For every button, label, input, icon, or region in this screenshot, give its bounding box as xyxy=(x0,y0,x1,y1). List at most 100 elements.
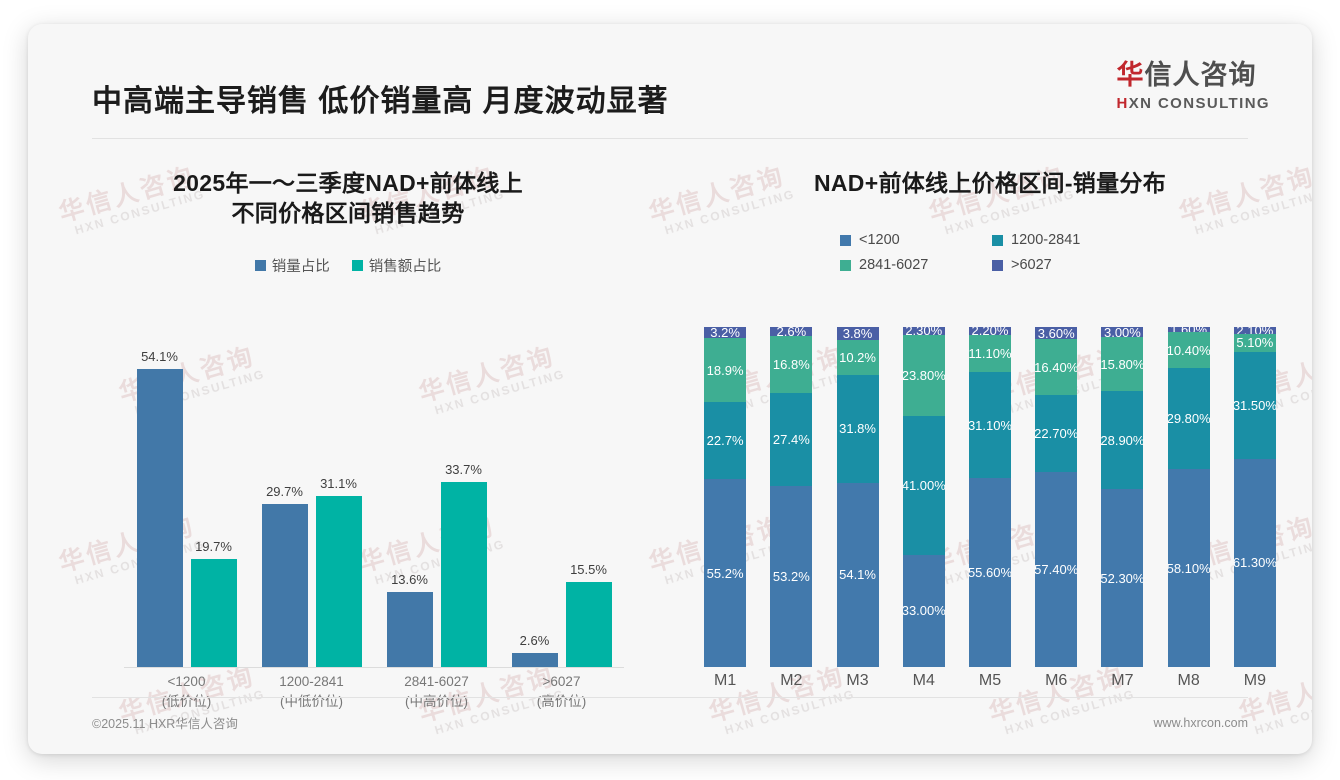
bar-column[interactable]: 2.6% xyxy=(511,337,558,667)
bar-value-label: 19.7% xyxy=(195,538,232,554)
stack-segment-label: 23.80% xyxy=(902,367,945,383)
legend-swatch-icon xyxy=(840,259,851,271)
stack-segment[interactable]: 16.40% xyxy=(1035,339,1078,395)
stack-segment[interactable]: 33.00% xyxy=(902,554,945,667)
legend-item-2[interactable]: 2841-6027 xyxy=(840,257,992,273)
stack-segment[interactable]: 54.1% xyxy=(836,482,879,667)
stack-segment[interactable]: 10.2% xyxy=(836,339,879,375)
bar-column[interactable]: 33.7% xyxy=(440,337,487,667)
legend-swatch-icon xyxy=(992,234,1003,246)
stack-segment[interactable]: 27.4% xyxy=(770,392,813,487)
stacked-bar[interactable]: 57.40% 22.70% 16.40% 3.60% xyxy=(1035,327,1078,667)
bar-column[interactable]: 19.7% xyxy=(190,337,237,667)
stacked-bar[interactable]: 54.1% 31.8% 10.2% 3.8% xyxy=(836,327,879,667)
bar-column[interactable]: 31.1% xyxy=(315,337,362,667)
stack-segment[interactable]: 58.10% xyxy=(1167,469,1210,667)
stack-segment[interactable]: 2.30% xyxy=(902,327,945,335)
left-chart-title: 2025年一～三季度NAD+前体线上 不同价格区间销售趋势 xyxy=(28,146,668,229)
stack-column: 52.30% 28.90% 15.80% 3.00% xyxy=(1089,327,1155,667)
stack-segment[interactable]: 23.80% xyxy=(902,334,945,416)
stack-segment[interactable]: 10.40% xyxy=(1167,332,1210,368)
bar-rect[interactable] xyxy=(565,581,612,667)
right-chart-title: NAD+前体线上价格区间-销量分布 xyxy=(813,170,1167,196)
stacked-bar[interactable]: 52.30% 28.90% 15.80% 3.00% xyxy=(1101,327,1144,667)
stack-segment-label: 16.8% xyxy=(772,356,810,372)
legend-label: 2841-6027 xyxy=(859,257,929,274)
stack-segment[interactable]: 3.60% xyxy=(1035,327,1078,340)
stack-segment[interactable]: 53.2% xyxy=(770,486,813,667)
legend-item-1[interactable]: 1200-2841 xyxy=(992,232,1144,248)
stack-segment-label: 3.8% xyxy=(842,327,873,340)
legend-item-3[interactable]: >6027 xyxy=(992,257,1144,273)
stacked-bar[interactable]: 33.00% 41.00% 23.80% 2.30% xyxy=(902,327,945,667)
bar-rect[interactable] xyxy=(261,503,308,667)
bar-column[interactable]: 54.1% xyxy=(136,337,183,667)
stacked-bar[interactable]: 55.2% 22.7% 18.9% 3.2% xyxy=(704,327,747,667)
stack-segment[interactable]: 3.00% xyxy=(1101,327,1144,338)
legend-item-0[interactable]: 销量占比 xyxy=(254,255,330,276)
stacked-bar[interactable]: 55.60% 31.10% 11.10% 2.20% xyxy=(968,327,1011,667)
stack-segment[interactable]: 29.80% xyxy=(1167,367,1210,470)
stack-segment[interactable]: 3.2% xyxy=(704,327,747,338)
x-axis-label: 2841-6027 (中高价位) xyxy=(374,672,499,713)
stack-segment[interactable]: 2.10% xyxy=(1233,327,1276,335)
bar-column[interactable]: 29.7% xyxy=(261,337,308,667)
stack-segment[interactable]: 41.00% xyxy=(902,415,945,555)
stack-segment-label: 18.9% xyxy=(706,362,744,378)
brand-logo-chinese: 华信人咨询 xyxy=(1117,62,1271,89)
bar-group: 54.1% 19.7% xyxy=(124,337,249,667)
bar-rect[interactable] xyxy=(440,481,487,667)
stack-segment-label: 22.7% xyxy=(706,433,744,449)
stack-segment-label: 33.00% xyxy=(902,603,945,619)
legend-item-0[interactable]: <1200 xyxy=(840,232,992,248)
bar-rect[interactable] xyxy=(511,652,558,667)
stack-segment-label: 31.10% xyxy=(968,417,1011,433)
stack-segment-label: 55.60% xyxy=(968,564,1011,580)
stack-segment[interactable]: 5.10% xyxy=(1233,334,1276,352)
bar-value-label: 31.1% xyxy=(320,475,357,491)
stack-segment[interactable]: 57.40% xyxy=(1035,472,1078,667)
stack-segment[interactable]: 61.30% xyxy=(1233,458,1276,667)
stacked-bar[interactable]: 53.2% 27.4% 16.8% 2.6% xyxy=(770,327,813,667)
stack-segment[interactable]: 55.60% xyxy=(968,477,1011,667)
stack-segment-label: 58.10% xyxy=(1167,560,1210,576)
stack-segment[interactable]: 3.8% xyxy=(836,327,879,340)
stack-segment-label: 22.70% xyxy=(1035,426,1078,441)
stack-segment[interactable]: 16.8% xyxy=(770,335,813,393)
bar-rect[interactable] xyxy=(136,369,183,667)
stack-segment[interactable]: 11.10% xyxy=(968,334,1011,373)
bar-value-label: 15.5% xyxy=(570,561,607,577)
brand-logo: 华信人咨询 HXN CONSULTING xyxy=(1117,62,1271,112)
bar-rect[interactable] xyxy=(315,495,362,667)
x-axis-label-secondary: (低价位) xyxy=(161,694,212,710)
stack-segment[interactable]: 31.8% xyxy=(836,374,879,483)
stack-segment[interactable]: 55.2% xyxy=(704,479,747,667)
stack-segment[interactable]: 22.7% xyxy=(704,402,747,480)
stack-segment[interactable]: 52.30% xyxy=(1101,489,1144,667)
x-axis-label-month: M9 xyxy=(1243,672,1266,689)
stack-segment[interactable]: 15.80% xyxy=(1101,337,1144,391)
legend-swatch-icon xyxy=(992,259,1003,271)
right-chart-panel: NAD+前体线上价格区间-销量分布 <1200 1200-2841 2841-602… xyxy=(668,146,1312,706)
stack-segment-label: 54.1% xyxy=(839,567,876,583)
stack-segment[interactable]: 2.6% xyxy=(770,327,813,336)
bar-column[interactable]: 15.5% xyxy=(565,337,612,667)
stack-segment[interactable]: 18.9% xyxy=(704,337,747,403)
stack-segment[interactable]: 22.70% xyxy=(1035,394,1078,473)
bar-column[interactable]: 13.6% xyxy=(386,337,433,667)
stack-segment[interactable]: 31.50% xyxy=(1233,351,1276,459)
right-chart-plot: 55.2% 22.7% 18.9% 3.2% 53.2% 27.4% 16.8% 2.6% 54… xyxy=(692,308,1288,689)
right-chart-x-axis-labels: M1 M2 M3 M4 M5 M6 M7 M8 M9 xyxy=(692,672,1288,690)
bar-rect[interactable] xyxy=(190,558,237,667)
stacked-bar[interactable]: 61.30% 31.50% 5.10%2.10% xyxy=(1233,327,1276,667)
right-chart-stacks: 55.2% 22.7% 18.9% 3.2% 53.2% 27.4% 16.8% 2.6% 54… xyxy=(692,327,1288,667)
stack-segment[interactable]: 1.60% xyxy=(1167,327,1210,333)
bar-rect[interactable] xyxy=(386,592,433,667)
stacked-bar[interactable]: 58.10% 29.80% 10.40% 1.60% xyxy=(1167,327,1210,667)
stack-segment[interactable]: 28.90% xyxy=(1101,390,1144,490)
stack-segment-label: 16.40% xyxy=(1035,359,1078,375)
stack-segment-label: 10.40% xyxy=(1167,342,1210,358)
legend-item-1[interactable]: 销售额占比 xyxy=(351,255,441,276)
stack-segment[interactable]: 31.10% xyxy=(968,372,1011,478)
stack-segment[interactable]: 2.20% xyxy=(968,327,1011,335)
